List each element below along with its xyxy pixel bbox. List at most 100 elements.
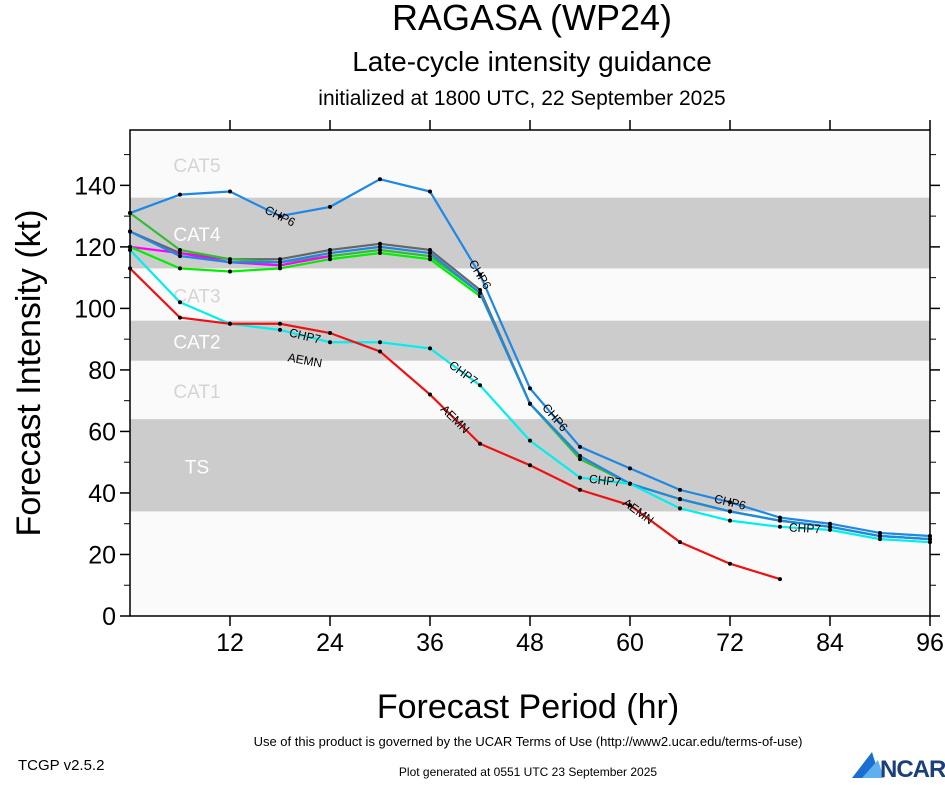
data-point [428, 251, 432, 256]
axes: 0 20 40 60 80 100 120 140 12 24 36 48 60 72 84 96 [74, 120, 944, 657]
chart-init-time: initialized at 1800 UTC, 22 September 20… [318, 87, 725, 110]
band-cat4 [130, 197, 930, 269]
data-point [378, 251, 382, 256]
x-tick-label: 60 [616, 629, 644, 657]
data-point [228, 260, 232, 265]
data-point [428, 257, 432, 262]
data-point [728, 518, 732, 523]
band-label: CAT5 [173, 156, 220, 177]
data-point [578, 487, 582, 492]
x-tick-label: 24 [316, 629, 344, 657]
data-point [528, 386, 532, 391]
data-point [328, 204, 332, 209]
data-point [478, 441, 482, 446]
series-line [129, 245, 481, 297]
data-point [178, 254, 182, 259]
y-tick-label: 120 [74, 234, 116, 262]
data-point [728, 509, 732, 514]
data-point [678, 506, 682, 511]
data-point [378, 247, 382, 252]
generated-text: Plot generated at 0551 UTC 23 September … [399, 765, 657, 779]
category-bands: TS CAT1 CAT2 CAT3 CAT4 CAT5 [130, 130, 930, 616]
data-point [378, 340, 382, 345]
y-tick-label: 40 [88, 480, 116, 508]
data-point [228, 269, 232, 274]
data-point [428, 392, 432, 397]
data-point [178, 192, 182, 197]
data-point [278, 321, 282, 326]
data-point [228, 257, 232, 262]
data-point [678, 540, 682, 545]
chart-subtitle: Late-cycle intensity guidance [352, 46, 712, 77]
data-point [878, 534, 882, 539]
series-line [129, 267, 781, 581]
data-point [628, 503, 632, 508]
data-point [328, 340, 332, 345]
x-tick-label: 96 [916, 629, 944, 657]
data-point [528, 463, 532, 468]
data-point [378, 244, 382, 249]
data-point [728, 500, 732, 505]
data-point [278, 263, 282, 268]
data-point [778, 577, 782, 582]
data-point [678, 487, 682, 492]
x-tick-label: 84 [816, 629, 844, 657]
x-tick-label: 36 [416, 629, 444, 657]
data-point [178, 266, 182, 271]
data-point [328, 257, 332, 262]
data-point [778, 518, 782, 523]
y-tick-label: 80 [88, 357, 116, 385]
y-tick-label: 100 [74, 295, 116, 323]
series-label: CHP7 [588, 472, 622, 490]
data-point [878, 537, 882, 542]
band-label: CAT2 [173, 333, 220, 354]
data-point [528, 401, 532, 406]
x-tick-label: 12 [216, 629, 244, 657]
data-point [278, 327, 282, 332]
x-tick-label: 48 [516, 629, 544, 657]
series-line-3 [128, 244, 482, 299]
x-axis-label: Forecast Period (hr) [377, 688, 679, 726]
data-point [778, 524, 782, 529]
data-point [328, 254, 332, 259]
x-tick-label: 72 [716, 629, 744, 657]
data-point [828, 521, 832, 526]
band-label: CAT1 [173, 382, 220, 403]
data-point [578, 475, 582, 480]
data-point [278, 214, 282, 219]
series-label: AEMN [287, 350, 324, 370]
svg-text:NCAR: NCAR [880, 756, 945, 780]
y-axis-label: Forecast Intensity (kt) [10, 210, 48, 537]
ncar-logo: NCAR [852, 752, 945, 783]
band-label: CAT4 [173, 225, 221, 246]
data-point [478, 272, 482, 277]
data-point [328, 331, 332, 336]
y-tick-label: 60 [88, 418, 116, 446]
y-tick-label: 140 [74, 172, 116, 200]
data-point [178, 300, 182, 305]
data-point [178, 315, 182, 320]
data-point [828, 527, 832, 532]
data-point [778, 515, 782, 520]
data-point [178, 247, 182, 252]
data-point [828, 524, 832, 529]
data-point [428, 247, 432, 252]
version-text: TCGP v2.5.2 [18, 757, 104, 774]
data-point [378, 241, 382, 246]
chart-title: RAGASA (WP24) [392, 0, 672, 38]
data-point [278, 260, 282, 265]
data-point [328, 251, 332, 256]
data-point [428, 189, 432, 194]
band-label: TS [185, 457, 209, 478]
data-point [878, 530, 882, 535]
series-label: CHP7 [789, 520, 822, 536]
data-point [228, 321, 232, 326]
data-point [278, 257, 282, 262]
data-point [578, 457, 582, 462]
data-point [478, 383, 482, 388]
data-point [378, 349, 382, 354]
data-point [528, 438, 532, 443]
data-point [728, 561, 732, 566]
data-point [628, 466, 632, 471]
